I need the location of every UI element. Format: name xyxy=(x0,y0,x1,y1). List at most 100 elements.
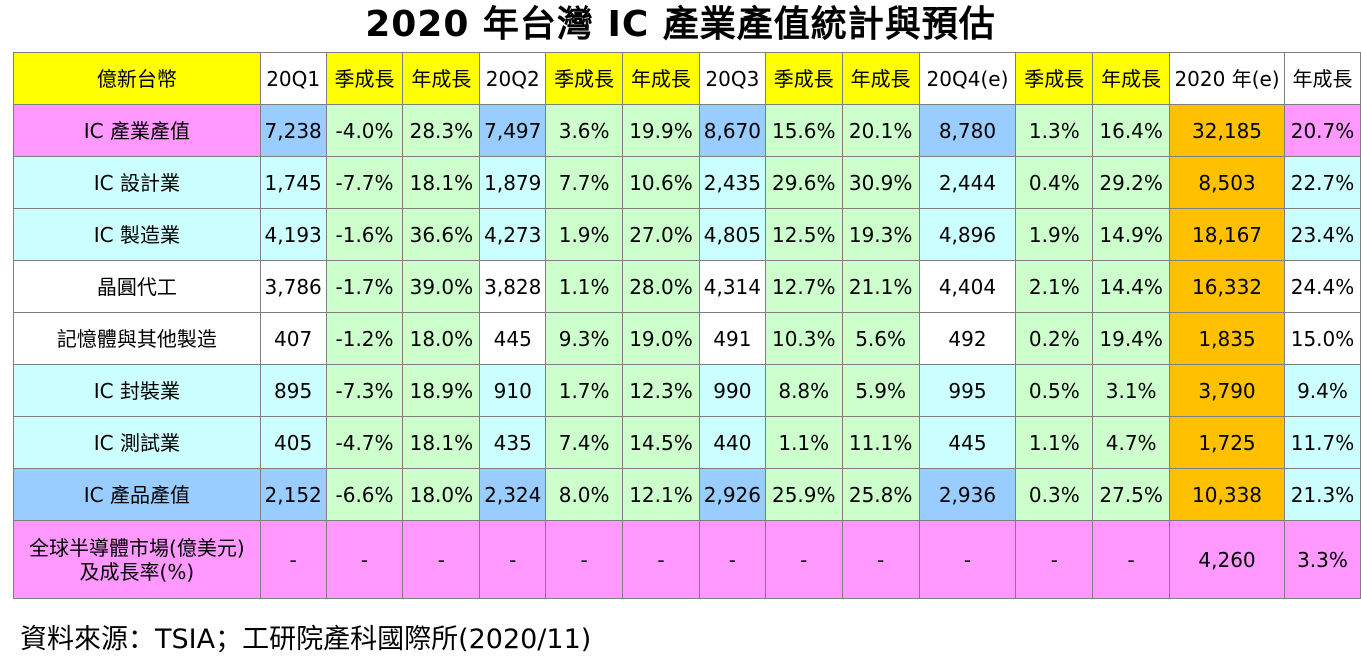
table-cell: 0.5% xyxy=(1015,364,1094,417)
table-row: IC 製造業 4,193 -1.6% 36.6% 4,273 1.9% 27.0% 4,805… xyxy=(13,208,1361,261)
table-cell: 12.3% xyxy=(622,364,700,417)
table-cell: - xyxy=(698,520,766,599)
row-label: 全球半導體市場(億美元) 及成長率(%) xyxy=(13,520,261,599)
table-cell: 407 xyxy=(259,312,327,365)
table-cell: 7,497 xyxy=(479,104,547,157)
table-cell: 19.4% xyxy=(1092,312,1171,365)
column-header: 年成長 xyxy=(1092,52,1171,105)
table-cell: 27.0% xyxy=(622,208,700,261)
row-label-line: 及成長率(%) xyxy=(79,559,195,584)
table-cell: 0.3% xyxy=(1015,468,1094,521)
table-cell: 16,332 xyxy=(1169,260,1285,313)
table-cell: 20.1% xyxy=(841,104,920,157)
column-header: 20Q1 xyxy=(259,52,327,105)
table-cell: 4,260 xyxy=(1169,520,1285,599)
table-cell: 7.7% xyxy=(545,156,624,209)
table-cell: 15.0% xyxy=(1283,312,1361,365)
table-cell: 3.3% xyxy=(1283,520,1361,599)
table-cell: 492 xyxy=(918,312,1017,365)
table-cell: 25.9% xyxy=(764,468,843,521)
table-cell: 2,324 xyxy=(479,468,547,521)
table-cell: 18,167 xyxy=(1169,208,1285,261)
table-cell: 910 xyxy=(479,364,547,417)
table-cell: 1.1% xyxy=(764,416,843,469)
page-title: 2020 年台灣 IC 產業產值統計與預估 xyxy=(365,4,996,45)
table-row: 記憶體與其他製造 407 -1.2% 18.0% 445 9.3% 19.0% 491 10.3… xyxy=(13,312,1361,365)
table-cell: 3,786 xyxy=(259,260,327,313)
table-cell: - xyxy=(1092,520,1171,599)
table-cell: 990 xyxy=(698,364,766,417)
table-cell: 1.9% xyxy=(545,208,624,261)
table-cell: 4,805 xyxy=(698,208,766,261)
table-row: IC 封裝業 895 -7.3% 18.9% 910 1.7% 12.3% 990 8.8% 5.… xyxy=(13,364,1361,417)
table-cell: - xyxy=(325,520,404,599)
table-cell: 19.0% xyxy=(622,312,700,365)
table-cell: 29.2% xyxy=(1092,156,1171,209)
table-cell: 1.3% xyxy=(1015,104,1094,157)
column-header: 20Q4(e) xyxy=(918,52,1017,105)
table-cell: 1.9% xyxy=(1015,208,1094,261)
table-row: IC 產品產值 2,152 -6.6% 18.0% 2,324 8.0% 12.1% 2,92… xyxy=(13,468,1361,521)
table-cell: 27.5% xyxy=(1092,468,1171,521)
table-cell: -1.2% xyxy=(325,312,404,365)
table-header-row: 億新台幣 20Q1 季成長 年成長 20Q2 季成長 年成長 20Q3 季成長 年成長 20Q4(e… xyxy=(13,52,1361,105)
row-label-line: 全球半導體市場(億美元) xyxy=(29,535,245,560)
table-row: 晶圓代工 3,786 -1.7% 39.0% 3,828 1.1% 28.0% 4,314 12… xyxy=(13,260,1361,313)
table-cell: 5.9% xyxy=(841,364,920,417)
table-cell: 11.1% xyxy=(841,416,920,469)
table-cell: 3.1% xyxy=(1092,364,1171,417)
table-cell: 1,835 xyxy=(1169,312,1285,365)
table-cell: 30.9% xyxy=(841,156,920,209)
table-cell: 18.0% xyxy=(402,468,481,521)
table-cell: 895 xyxy=(259,364,327,417)
table-cell: 1,725 xyxy=(1169,416,1285,469)
table-cell: 4,896 xyxy=(918,208,1017,261)
table-cell: 440 xyxy=(698,416,766,469)
table-cell: 2,936 xyxy=(918,468,1017,521)
table-cell: -4.0% xyxy=(325,104,404,157)
table-cell: - xyxy=(479,520,547,599)
table-cell: 1.1% xyxy=(1015,416,1094,469)
table-cell: 995 xyxy=(918,364,1017,417)
column-header: 季成長 xyxy=(1015,52,1094,105)
table-cell: 14.4% xyxy=(1092,260,1171,313)
table-cell: - xyxy=(918,520,1017,599)
table-row: IC 測試業 405 -4.7% 18.1% 435 7.4% 14.5% 440 1.1% 11… xyxy=(13,416,1361,469)
table-cell: 12.7% xyxy=(764,260,843,313)
table-cell: -7.3% xyxy=(325,364,404,417)
table-cell: 39.0% xyxy=(402,260,481,313)
row-label: IC 設計業 xyxy=(13,156,261,209)
table-cell: 24.4% xyxy=(1283,260,1361,313)
table-cell: 23.4% xyxy=(1283,208,1361,261)
table-cell: -6.6% xyxy=(325,468,404,521)
column-header: 年成長 xyxy=(841,52,920,105)
table-cell: 16.4% xyxy=(1092,104,1171,157)
table-cell: 2,152 xyxy=(259,468,327,521)
table-cell: 1,879 xyxy=(479,156,547,209)
table-cell: - xyxy=(841,520,920,599)
table-cell: 14.5% xyxy=(622,416,700,469)
table-cell: - xyxy=(259,520,327,599)
table-cell: 10,338 xyxy=(1169,468,1285,521)
table-cell: 0.2% xyxy=(1015,312,1094,365)
table-cell: 28.3% xyxy=(402,104,481,157)
table-cell: -1.7% xyxy=(325,260,404,313)
table-cell: 405 xyxy=(259,416,327,469)
table-cell: 445 xyxy=(479,312,547,365)
table-cell: 18.1% xyxy=(402,156,481,209)
source-note: 資料來源：TSIA；工研院產科國際所(2020/11) xyxy=(20,624,592,655)
table-cell: 1.1% xyxy=(545,260,624,313)
row-label: 晶圓代工 xyxy=(13,260,261,313)
table-cell: -1.6% xyxy=(325,208,404,261)
table-cell: 435 xyxy=(479,416,547,469)
table-cell: 29.6% xyxy=(764,156,843,209)
table-cell: 7.4% xyxy=(545,416,624,469)
table-cell: 2.1% xyxy=(1015,260,1094,313)
table-cell: 21.3% xyxy=(1283,468,1361,521)
table-cell: 8,780 xyxy=(918,104,1017,157)
table-cell: - xyxy=(764,520,843,599)
table-cell: 18.9% xyxy=(402,364,481,417)
table-cell: 22.7% xyxy=(1283,156,1361,209)
table-cell: 2,435 xyxy=(698,156,766,209)
table-row: 全球半導體市場(億美元) 及成長率(%) - - - - - - - - - - - -4,260 3.3% xyxy=(13,520,1361,599)
